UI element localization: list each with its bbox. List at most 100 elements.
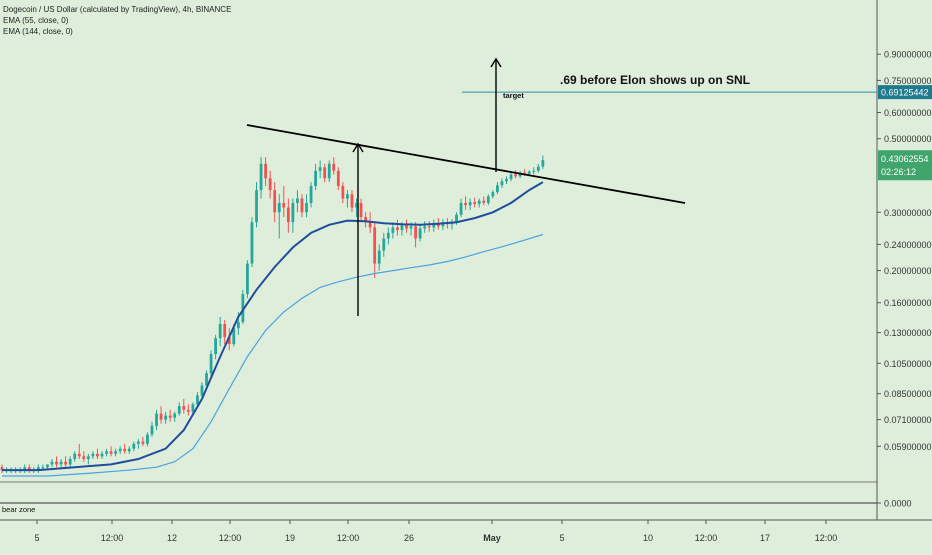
candle-body-down (300, 198, 304, 213)
candle-body-down (464, 202, 467, 206)
ema144-legend: EMA (144, close, 0) (3, 27, 73, 36)
candle-body-down (82, 456, 86, 460)
time-tick-label: May (483, 533, 501, 543)
candle-body-up (118, 448, 122, 452)
candle-body-down (282, 202, 286, 208)
current-price-badge (878, 150, 932, 181)
candle-body-down (64, 461, 68, 465)
time-tick-label: 17 (760, 533, 770, 543)
candle-body-up (532, 170, 536, 172)
candle-body-up (277, 202, 281, 213)
candle-body-down (227, 337, 231, 345)
candle-body-down (405, 224, 408, 229)
candle-body-down (123, 448, 127, 452)
candle-body-down (414, 226, 417, 239)
candle-body-up (400, 224, 404, 231)
candle-body-up (232, 328, 236, 345)
candle-body-up (382, 238, 386, 251)
candle-body-up (491, 192, 495, 197)
headline-annotation: .69 before Elon shows up on SNL (560, 73, 750, 87)
price-tick-label: 0.60000000 (884, 108, 932, 118)
candle-body-up (536, 166, 540, 171)
chart-legend: Dogecoin / US Dollar (calculated by Trad… (3, 4, 231, 37)
candle-body-down (223, 323, 227, 338)
measured-move-arrowhead (352, 142, 364, 153)
price-tick-label: 0.08500000 (884, 389, 932, 399)
candle-body-down (159, 413, 163, 420)
candle-body-up (391, 227, 395, 233)
ema55-legend: EMA (55, close, 0) (3, 16, 69, 25)
time-tick-label: 12:00 (337, 533, 360, 543)
candle-body-down (264, 163, 268, 179)
candle-body-up (327, 163, 331, 179)
time-tick-label: 12:00 (101, 533, 124, 543)
candle-body-up (105, 451, 108, 454)
candle-body-up (86, 456, 90, 460)
candle-body-up (177, 406, 181, 414)
descending-trendline (246, 124, 686, 204)
candle-body-up (496, 185, 499, 193)
candle-body-up (91, 453, 95, 457)
price-tick-label: 0.07100000 (884, 415, 932, 425)
price-tick-label: 0.10500000 (884, 359, 932, 369)
candle-body-up (209, 354, 213, 374)
candle-body-down (273, 190, 277, 213)
candle-body-up (309, 186, 313, 203)
candle-body-up (459, 202, 463, 215)
time-tick-label: 12:00 (695, 533, 718, 543)
price-tick-label: 0.16000000 (884, 298, 932, 308)
price-tick-label: 0.30000000 (884, 208, 932, 218)
candle-body-up (423, 226, 427, 229)
candle-body-up (455, 214, 458, 223)
candle-body-down (373, 227, 377, 264)
price-tick-label: 0.20000000 (884, 266, 932, 276)
time-axis[interactable]: 5 12:00 12 12:00 19 12:00 26 May 5 10 12:00 17 12:00 (0, 519, 932, 543)
candle-body-up (305, 202, 308, 213)
candle-body-up (132, 443, 136, 449)
candle-body-up (468, 202, 472, 206)
candle-body-down (473, 202, 477, 204)
ema-layer (2, 181, 544, 477)
ema55-line (2, 181, 544, 472)
candle-body-up (36, 467, 40, 471)
candle-body-up (136, 441, 140, 444)
target-arrowhead (490, 57, 502, 68)
candle-body-up (296, 198, 299, 203)
candle-body-down (268, 178, 272, 191)
candle-body-up (241, 293, 245, 322)
candle-body-up (527, 171, 531, 174)
candle-body-down (186, 409, 190, 412)
candle-body-down (168, 415, 172, 418)
candle-body-up (150, 425, 154, 435)
candle-body-up (205, 373, 208, 386)
candle-body-down (364, 217, 367, 223)
price-tick-label: 0.50000000 (884, 134, 932, 144)
candle-body-up (386, 232, 390, 239)
candle-body-up (46, 464, 49, 468)
candle-body-up (173, 413, 177, 418)
candle-body-down (109, 451, 113, 454)
candle-body-down (286, 207, 290, 223)
time-tick-label: 19 (285, 533, 295, 543)
time-tick-label: 12 (167, 533, 177, 543)
bear-zone-label: bear zone (2, 505, 35, 514)
candle-body-down (27, 467, 31, 471)
candle-body-up (505, 178, 508, 182)
candle-body-up (432, 223, 436, 228)
target-price-badge (878, 85, 932, 100)
candle-body-up (114, 451, 118, 454)
candle-body-up (196, 395, 199, 405)
time-tick-label: 26 (404, 533, 414, 543)
candle-body-down (323, 167, 327, 179)
candle-body-up (200, 385, 204, 396)
candle-body-down (182, 406, 186, 410)
candle-body-up (236, 321, 240, 329)
price-axis[interactable]: 0.90000000 0.75000000 0.60000000 0.50000000… (876, 0, 932, 550)
candle-body-down (77, 453, 81, 457)
candle-body-down (523, 172, 527, 174)
time-tick-label: 12:00 (219, 533, 242, 543)
candle-body-down (332, 163, 336, 171)
time-tick-label: 12:00 (815, 533, 838, 543)
